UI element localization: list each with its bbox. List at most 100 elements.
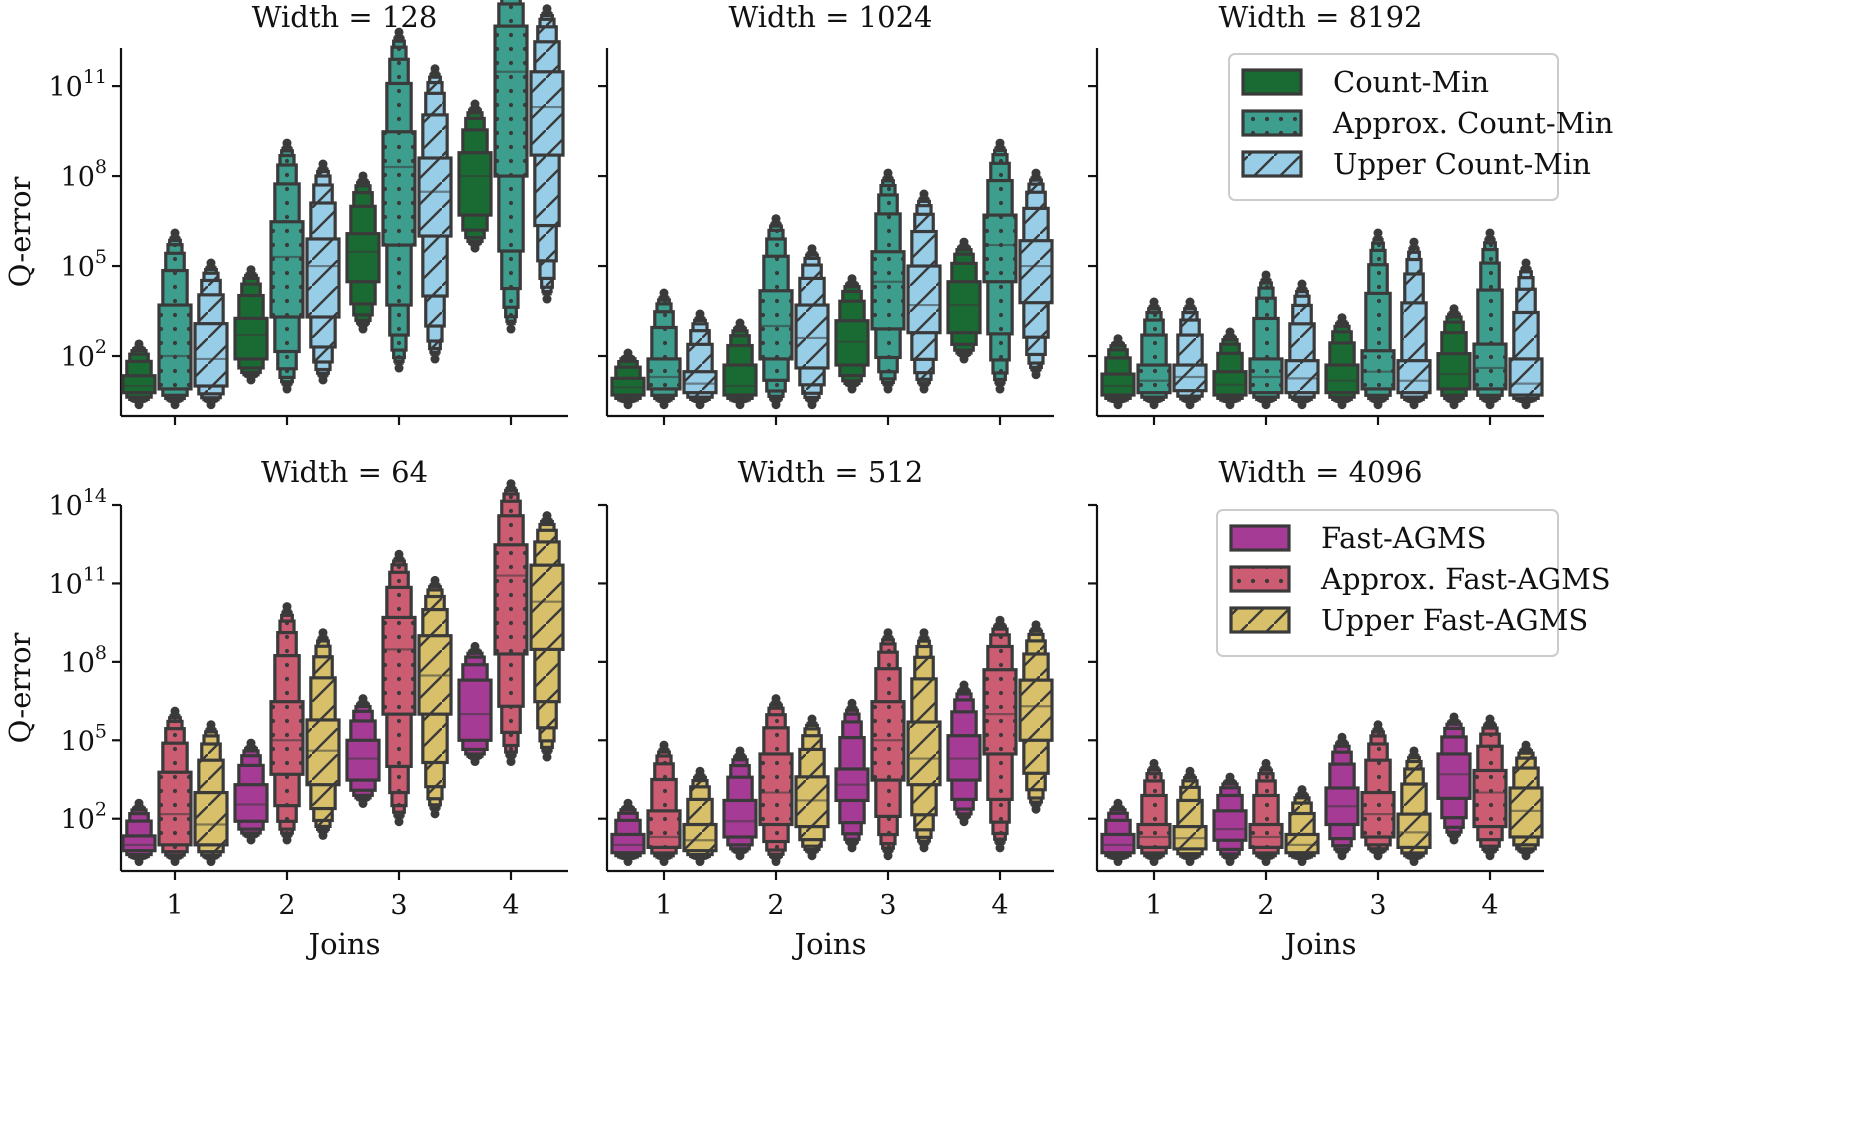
outlier-point	[470, 641, 480, 651]
boxen-mark	[758, 214, 794, 410]
boxen-mark	[529, 511, 565, 762]
legend-entry: Upper Count-Min	[1241, 147, 1591, 181]
outlier-point	[771, 400, 781, 410]
y-axis-title: Q-error	[3, 176, 37, 287]
outlier-point	[1373, 851, 1383, 861]
x-tick-label: 2	[767, 890, 784, 921]
outlier-point	[659, 400, 669, 410]
outlier-point	[134, 798, 144, 808]
boxen-level	[233, 783, 269, 823]
outlier-point	[847, 274, 857, 284]
outlier-point	[623, 798, 633, 808]
x-axis-title: Joins	[1282, 927, 1357, 961]
panel: Width = 512 1 2 3 4 Joins	[598, 455, 1054, 961]
outlier-point	[1409, 237, 1419, 247]
boxen-mark	[157, 706, 193, 867]
boxen-mark	[1136, 758, 1172, 867]
boxen-mark	[381, 27, 417, 373]
outlier-point	[1149, 758, 1159, 768]
outlier-point	[1225, 327, 1235, 337]
outlier-point	[1373, 228, 1383, 238]
panel-title: Width = 4096	[1218, 455, 1422, 489]
boxen-pattern	[1020, 680, 1052, 741]
legend-swatch-pattern	[1231, 567, 1289, 591]
boxen-pattern	[307, 238, 339, 317]
outlier-point	[170, 857, 180, 867]
y-tick-label: 1014	[48, 485, 107, 522]
y-tick-label: 108	[61, 642, 107, 679]
boxen-mark	[157, 228, 193, 410]
outlier-point	[206, 857, 216, 867]
legend-swatch-pattern	[1231, 608, 1289, 632]
boxen-mark	[1100, 334, 1136, 410]
outlier-point	[695, 309, 705, 319]
outlier-point	[506, 757, 516, 767]
series-upper-fast-agms	[193, 511, 565, 867]
outlier-point	[358, 798, 368, 808]
boxen-mark	[1508, 740, 1544, 861]
boxen-pattern	[271, 221, 303, 317]
boxen-level	[610, 832, 646, 855]
outlier-point	[771, 857, 781, 867]
boxen-mark	[457, 99, 493, 253]
outlier-point	[134, 400, 144, 410]
outlier-point	[1031, 168, 1041, 178]
boxen-pattern	[1362, 350, 1394, 389]
boxen-pattern	[383, 131, 415, 246]
boxen-mark	[1324, 732, 1360, 861]
legend-label: Count-Min	[1333, 65, 1489, 99]
boxen-mark	[1018, 168, 1054, 380]
outlier-point	[246, 375, 256, 385]
outlier-point	[1485, 228, 1495, 238]
outlier-point	[695, 400, 705, 410]
boxen-mark	[794, 714, 830, 861]
legend-swatch-pattern	[1243, 152, 1301, 176]
boxen-mark	[722, 318, 758, 410]
series-fast-agms	[1100, 712, 1472, 867]
boxen-mark	[1436, 304, 1472, 410]
outlier-point	[1449, 400, 1459, 410]
outlier-point	[1521, 400, 1531, 410]
boxen-pattern	[1474, 344, 1506, 389]
boxen-mark	[1212, 327, 1248, 410]
boxen-pattern	[1398, 814, 1430, 848]
boxen-mark	[1248, 270, 1284, 410]
x-tick-label: 1	[655, 890, 672, 921]
boxen-mark	[946, 680, 982, 827]
outlier-point	[1113, 334, 1123, 344]
outlier-point	[1149, 857, 1159, 867]
boxen-mark	[1472, 228, 1508, 410]
boxen-mark	[193, 720, 229, 867]
boxen-level	[1436, 752, 1472, 800]
outlier-point	[1485, 400, 1495, 410]
series-count-min	[121, 99, 493, 410]
outlier-point	[470, 99, 480, 109]
boxen-pattern	[159, 772, 191, 845]
outlier-point	[883, 384, 893, 394]
panel-title: Width = 1024	[728, 0, 932, 34]
boxen-mark	[1100, 798, 1136, 867]
outlier-point	[1373, 400, 1383, 410]
outlier-point	[847, 384, 857, 394]
boxen-pattern	[648, 358, 680, 389]
outlier-point	[358, 694, 368, 704]
outlier-point	[807, 244, 817, 254]
boxen-level	[1212, 370, 1248, 397]
legend-entry: Count-Min	[1241, 65, 1489, 99]
outlier-point	[1485, 851, 1495, 861]
outlier-point	[1113, 857, 1123, 867]
boxen-pattern	[1286, 834, 1318, 853]
x-tick-label: 3	[390, 890, 407, 921]
outlier-point	[959, 354, 969, 364]
panel: Width = 64 102 105 108 1011 1014 1 2 3 4 Q-error Jo…	[3, 455, 568, 961]
outlier-point	[1261, 400, 1271, 410]
outlier-point	[883, 628, 893, 638]
outlier-point	[623, 348, 633, 358]
boxen-mark	[381, 549, 417, 827]
outlier-point	[1449, 304, 1459, 314]
boxen-mark	[1172, 766, 1208, 867]
series-upper-count-min	[193, 4, 565, 410]
outlier-point	[995, 615, 1005, 625]
boxen-mark	[269, 602, 305, 845]
outlier-point	[1149, 297, 1159, 307]
